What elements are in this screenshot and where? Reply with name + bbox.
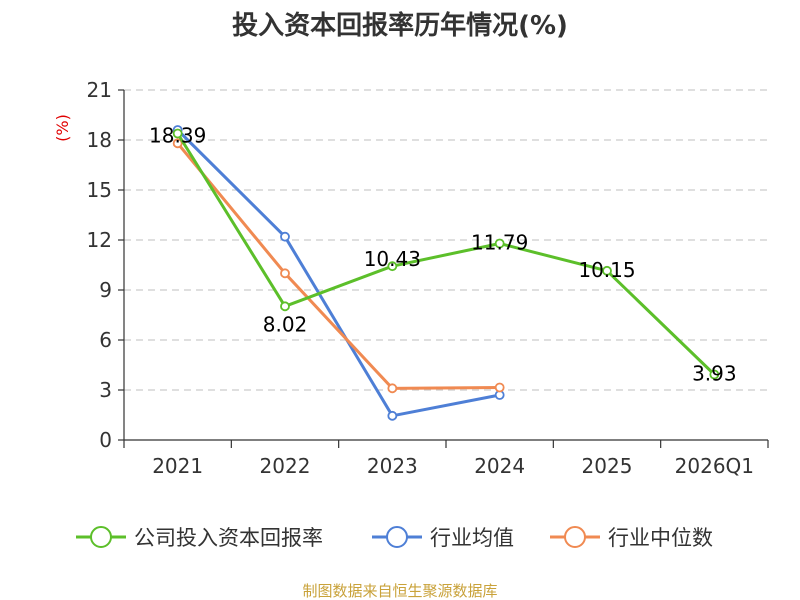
- data-point[interactable]: [387, 383, 398, 394]
- y-axis-unit: (%): [53, 114, 72, 142]
- y-tick-label: 21: [87, 78, 112, 102]
- source-note: 制图数据来自恒生聚源数据库: [302, 582, 497, 600]
- data-point[interactable]: [280, 268, 290, 279]
- data-point[interactable]: [172, 138, 183, 149]
- y-tick-label: 6: [99, 328, 112, 352]
- data-label: 18.39: [149, 124, 206, 148]
- y-tick-label: 15: [87, 178, 112, 202]
- x-tick-label: 2026Q1: [675, 454, 754, 478]
- y-tick-label: 18: [87, 128, 112, 152]
- data-label: 3.93: [692, 362, 737, 386]
- legend[interactable]: 公司投入资本回报率 行业均值 行业中位数: [76, 526, 713, 550]
- data-label: 11.79: [471, 231, 528, 255]
- legend-item[interactable]: 行业均值: [372, 526, 514, 550]
- data-point[interactable]: [280, 301, 290, 312]
- x-tick-label: 2022: [260, 454, 311, 478]
- legend-label: 行业均值: [430, 526, 514, 550]
- y-axis: 0 3 6 9 12 15 18 21: [87, 78, 125, 452]
- legend-marker: [564, 526, 586, 548]
- legend-item[interactable]: 公司投入资本回报率: [76, 526, 323, 550]
- x-tick-label: 2025: [582, 454, 633, 478]
- legend-item[interactable]: 行业中位数: [550, 526, 713, 550]
- series-line: [176, 132, 716, 376]
- data-point[interactable]: [494, 382, 505, 393]
- grid-lines: [124, 89, 768, 391]
- data-point[interactable]: [709, 369, 720, 380]
- legend-label: 公司投入资本回报率: [134, 526, 323, 550]
- x-tick-label: 2024: [474, 454, 525, 478]
- data-point[interactable]: [172, 128, 183, 139]
- data-labels: 18.39 8.02 10.43 11.79 10.15 3.93: [149, 124, 737, 386]
- data-point[interactable]: [387, 410, 398, 421]
- data-point[interactable]: [602, 265, 612, 276]
- series-group: [172, 125, 720, 421]
- data-label: 10.15: [578, 258, 635, 282]
- data-label: 8.02: [263, 312, 308, 336]
- y-tick-label: 0: [99, 428, 112, 452]
- data-label: 10.43: [364, 247, 421, 271]
- legend-marker: [386, 526, 408, 548]
- x-axis: 2021 2022 2023 2024 2025 2026Q1: [123, 439, 769, 478]
- legend-label: 行业中位数: [608, 526, 713, 550]
- chart-title: 投入资本回报率历年情况(%): [232, 10, 568, 41]
- data-point[interactable]: [494, 238, 505, 249]
- legend-marker: [90, 526, 112, 548]
- series-line: [176, 142, 500, 390]
- y-tick-label: 9: [99, 278, 112, 302]
- series-line: [176, 128, 500, 418]
- data-point[interactable]: [387, 261, 398, 272]
- y-tick-label: 12: [87, 228, 112, 252]
- data-point[interactable]: [280, 231, 290, 242]
- x-tick-label: 2023: [367, 454, 418, 478]
- x-tick-label: 2021: [152, 454, 203, 478]
- y-tick-label: 3: [99, 378, 112, 402]
